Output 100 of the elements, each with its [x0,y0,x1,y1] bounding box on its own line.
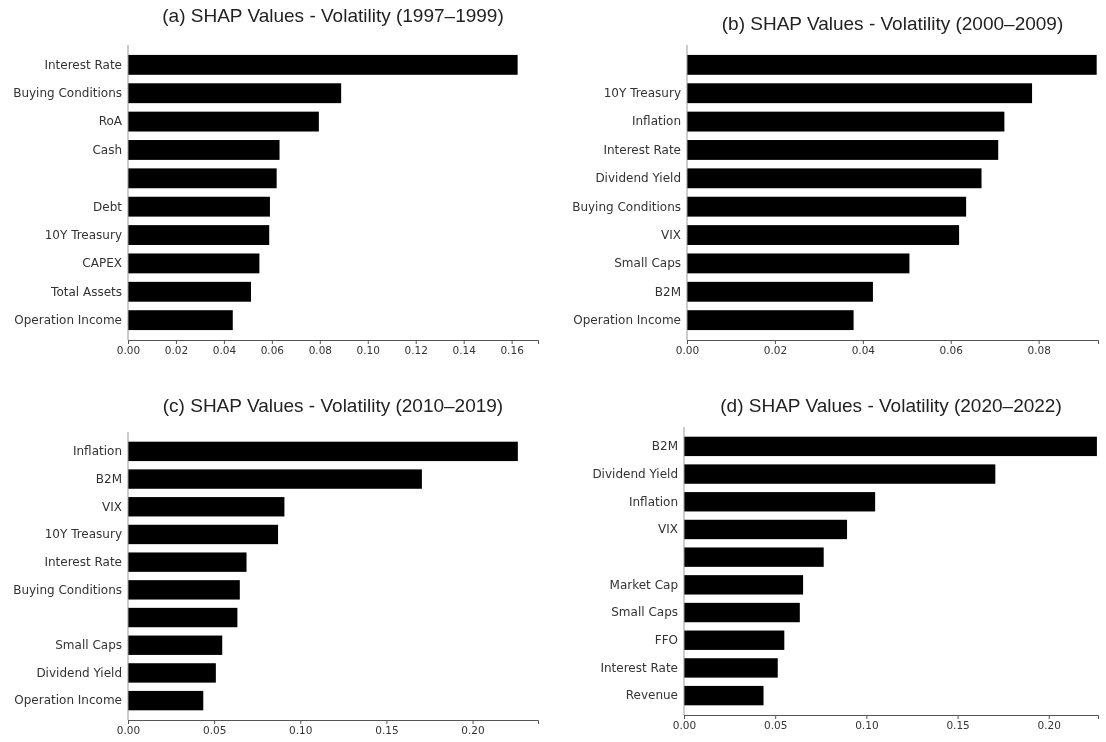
y-tick-label: CAPEX [82,256,122,271]
x-tick-label: 0.16 [500,344,525,357]
chart-title: (d) SHAP Values - Volatility (2020–2022) [720,395,1062,416]
y-tick-label: Interest Rate [44,57,122,72]
y-tick-label: Dividend Yield [36,665,122,680]
chart-title: (a) SHAP Values - Volatility (1997–1999) [162,5,504,26]
x-tick-label: 0.20 [461,724,485,737]
bar [684,492,876,512]
y-tick-label: Buying Conditions [13,86,122,101]
bar [128,524,279,545]
x-tick-label: 0.05 [202,724,227,737]
x-tick-label: 0.00 [116,344,141,357]
y-tick-label: 10Y Treasury [603,86,681,101]
bar [128,83,342,104]
y-tick-label: 10Y Treasury [44,227,122,242]
bar [684,602,800,623]
x-tick-label: 0.06 [260,344,285,357]
bar [687,168,982,189]
y-tick-label: Cash [92,142,122,157]
bar [128,168,277,189]
bar [128,580,240,600]
bar [684,519,848,540]
y-tick-label: Buying Conditions [13,582,122,597]
y-tick-label: Small Caps [55,638,122,653]
x-tick-label: 0.14 [452,344,477,357]
y-tick-label: Debt [93,199,123,214]
bar [128,663,216,683]
x-tick-label: 0.02 [763,344,788,357]
x-tick-label: 0.20 [1037,719,1061,732]
y-tick-label: Operation Income [573,312,681,327]
bar [687,111,1005,132]
x-tick-label: 0.04 [851,344,876,357]
y-tick-label: Inflation [631,114,681,129]
x-tick-label: 0.10 [356,344,380,357]
y-tick-label: Interest Rate [44,554,122,569]
x-tick-label: 0.10 [855,719,879,732]
y-tick-label: Revenue [625,688,678,703]
y-tick-label: VIX [661,227,681,242]
bar [687,310,854,331]
y-tick-label: Inflation [628,494,678,509]
x-tick-label: 0.05 [763,719,788,732]
y-tick-label: VIX [102,499,122,514]
bar [684,658,778,678]
y-tick-label: Buying Conditions [572,199,681,214]
bar [128,497,285,517]
bar [684,685,764,706]
y-tick-label: VIX [658,522,678,537]
x-tick-label: 0.08 [308,344,333,357]
bar [128,469,422,489]
bar [128,690,204,711]
x-tick-label: 0.02 [164,344,189,357]
x-tick-label: 0.15 [946,719,970,732]
bar [128,281,251,302]
x-tick-label: 0.06 [939,344,964,357]
bar [687,225,960,245]
y-tick-label: Market Cap [609,577,678,592]
bar [128,140,280,160]
x-tick-label: 0.08 [1027,344,1051,357]
y-tick-label: Small Caps [611,605,678,620]
x-tick-label: 0.00 [672,719,697,732]
bar [687,54,1097,75]
y-tick-label: Dividend Yield [595,171,681,186]
x-tick-label: 0.00 [116,724,141,737]
y-tick-label: B2M [654,284,681,299]
bar [128,225,270,245]
y-tick-label: RoA [98,114,123,129]
bar [128,635,223,655]
x-tick-label: 0.15 [375,724,399,737]
chart-title: (b) SHAP Values - Volatility (2000–2009) [721,13,1064,34]
bar [687,83,1033,104]
bar [684,464,996,484]
y-tick-label: Dividend Yield [592,466,678,481]
bar [128,552,247,572]
bar [128,54,518,75]
bar [684,436,1097,457]
bar [687,253,910,274]
bar [128,111,319,132]
bar [128,196,270,217]
x-tick-label: 0.12 [404,344,428,357]
chart-title: (c) SHAP Values - Volatility (2010–2019) [162,395,504,416]
y-tick-label: FFO [654,633,678,648]
bar [128,607,238,628]
x-tick-label: 0.10 [289,724,313,737]
bar [684,630,785,650]
bar [684,575,804,595]
y-tick-label: B2M [95,471,122,486]
y-tick-label: Interest Rate [603,142,681,157]
x-tick-label: 0.04 [212,344,237,357]
y-tick-label: B2M [651,439,678,454]
y-tick-label: Operation Income [14,312,122,327]
y-tick-label: 10Y Treasury [44,527,122,542]
y-tick-label: Operation Income [14,693,122,708]
bar [128,310,233,331]
y-tick-label: Inflation [72,444,122,459]
bar [128,253,260,274]
y-tick-label: Small Caps [614,256,681,271]
bar [687,140,999,160]
bar [128,441,518,462]
bar [687,281,873,302]
bar [687,196,967,217]
